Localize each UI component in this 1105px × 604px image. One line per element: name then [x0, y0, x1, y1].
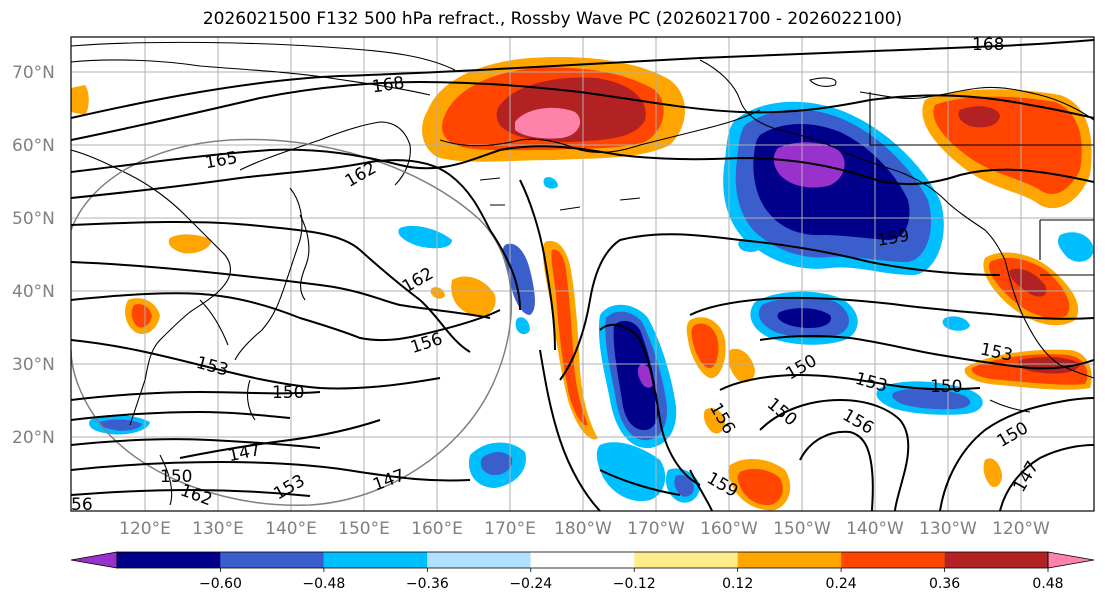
colorbar-ticks: −0.60 −0.48 −0.36 −0.24 −0.12 0.12 0.24 0.36 0.4… — [199, 568, 1064, 592]
contour-label: 56 — [71, 495, 93, 515]
lon-label: 120°W — [992, 519, 1050, 539]
colorbar-segment — [220, 552, 324, 568]
lat-label: 50°N — [12, 209, 55, 229]
colorbar-tick-label: 0.12 — [722, 576, 753, 592]
colorbar-segment — [841, 552, 945, 568]
coastlines — [71, 41, 1094, 506]
lat-label: 40°N — [12, 282, 55, 302]
colorbar-segment — [634, 552, 738, 568]
colorbar-extend-high — [1047, 551, 1095, 569]
latitude-labels: 70°N 60°N 50°N 40°N 30°N 20°N — [12, 63, 55, 448]
colorbar-segment — [117, 552, 221, 568]
map-title: 2026021500 F132 500 hPa refract., Rossby… — [202, 9, 903, 29]
great-circle — [71, 138, 513, 506]
lon-label: 180°W — [554, 519, 612, 539]
lon-label: 130°E — [192, 519, 244, 539]
negative-anomaly-hawaii — [750, 291, 858, 345]
colorbar-tick-label: −0.24 — [509, 576, 552, 592]
colorbar-tick-label: −0.60 — [199, 576, 242, 592]
colorbar-tick-label: −0.12 — [613, 576, 656, 592]
lat-label: 70°N — [12, 63, 55, 83]
colorbar-segment — [530, 552, 635, 568]
colorbar-tick-label: 0.36 — [929, 576, 960, 592]
colorbar-segment — [737, 552, 842, 568]
lon-label: 150°W — [773, 519, 831, 539]
longitude-labels: 120°E 130°E 140°E 150°E 160°E 170°E 180°… — [119, 519, 1050, 539]
positive-anomaly-pnw — [983, 252, 1079, 326]
colorbar-tick-label: 0.48 — [1032, 576, 1063, 592]
colorbar-border — [116, 551, 1049, 569]
negative-anomaly-central — [598, 304, 677, 449]
colorbar-segment — [427, 552, 531, 568]
lon-label: 140°E — [265, 519, 317, 539]
lon-label: 160°E — [411, 519, 463, 539]
lon-label: 140°W — [846, 519, 904, 539]
contours — [71, 39, 1094, 511]
lon-label: 130°W — [919, 519, 977, 539]
map-frame — [70, 36, 1095, 512]
contour-label: 168 — [371, 73, 406, 97]
contour-label: 150 — [160, 467, 192, 487]
colorbar-tick-label: −0.36 — [406, 576, 449, 592]
contour-label: 150 — [930, 377, 962, 397]
lon-label: 170°E — [484, 519, 536, 539]
lon-label: 120°E — [119, 519, 171, 539]
colorbar: −0.60 −0.48 −0.36 −0.24 −0.12 0.12 0.24 0.36 0.4… — [70, 551, 1095, 592]
colorbar-segment — [323, 552, 428, 568]
lat-label: 60°N — [12, 136, 55, 156]
lon-label: 150°E — [338, 519, 390, 539]
lon-label: 170°W — [627, 519, 685, 539]
colorbar-extend-low — [70, 551, 118, 569]
contour-label: 150 — [272, 383, 304, 403]
colorbar-tick-label: −0.48 — [302, 576, 345, 592]
colorbar-tick-label: 0.24 — [826, 576, 857, 592]
map-plot-area: 168 168 165 162 162 159 156 153 150 150 … — [71, 35, 1094, 515]
lat-label: 30°N — [12, 355, 55, 375]
contour-label: 168 — [972, 35, 1004, 55]
colorbar-segment — [944, 552, 1048, 568]
lat-label: 20°N — [12, 428, 55, 448]
lon-label: 160°W — [700, 519, 758, 539]
colorbar-segments — [70, 551, 1095, 569]
positive-anomaly-subtropical — [964, 349, 1092, 390]
